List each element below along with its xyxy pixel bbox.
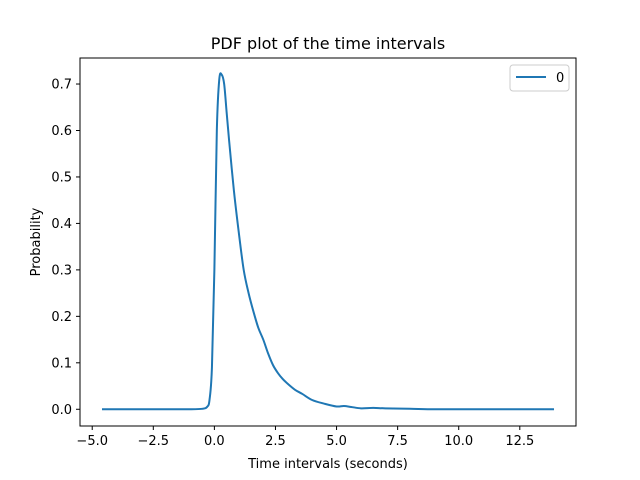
y-tick-label: 0.1	[51, 356, 72, 371]
x-tick-label: −2.5	[138, 434, 170, 449]
x-axis-label: Time intervals (seconds)	[247, 457, 408, 472]
x-tick-label: −5.0	[76, 434, 108, 449]
legend-entry-0: 0	[556, 71, 564, 86]
y-axis: 0.0 0.1 0.2 0.3 0.4 0.5 0.6 0.7	[51, 78, 80, 418]
y-tick-label: 0.6	[51, 124, 72, 139]
legend: 0	[509, 64, 570, 92]
y-tick-label: 0.4	[51, 217, 72, 232]
y-tick-label: 0.7	[51, 78, 72, 93]
y-tick-label: 0.3	[51, 263, 72, 278]
y-tick-label: 0.0	[51, 403, 72, 418]
x-axis: −5.0 −2.5 0.0 2.5 5.0 7.5 10.0 12.5	[76, 426, 534, 449]
x-tick-label: 10.0	[444, 434, 473, 449]
y-tick-label: 0.2	[51, 310, 72, 325]
x-tick-label: 5.0	[326, 434, 347, 449]
chart-title: PDF plot of the time intervals	[211, 34, 445, 53]
x-tick-label: 7.5	[387, 434, 408, 449]
plot-area	[101, 72, 555, 411]
y-axis-label: Probability	[29, 207, 44, 276]
x-tick-label: 0.0	[204, 434, 225, 449]
axes-frame	[79, 57, 577, 427]
x-tick-label: 12.5	[505, 434, 534, 449]
series-line-0	[101, 72, 555, 411]
y-tick-label: 0.5	[51, 170, 72, 185]
x-tick-label: 2.5	[265, 434, 286, 449]
